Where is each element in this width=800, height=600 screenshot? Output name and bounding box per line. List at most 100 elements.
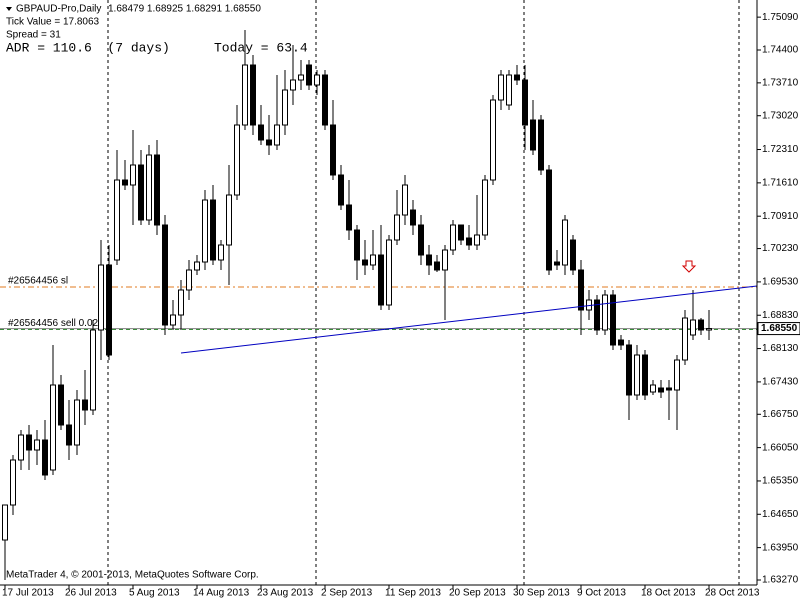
candle-body [394,214,400,241]
candle-body [618,339,624,346]
y-tick-label: 1.73710 [762,77,799,88]
tick-value: Tick Value = 17.8063 [6,17,100,28]
y-tick-label: 1.63270 [762,575,799,586]
candle-body [114,179,120,261]
candle-body [458,224,464,241]
candle-body [642,354,648,396]
candle-body [706,328,712,331]
y-tick-label: 1.71610 [762,177,799,188]
candle-body [338,174,344,206]
candle-body [194,261,200,271]
candle-body [506,74,512,106]
candle-body [306,64,312,86]
candle-body [146,154,152,221]
y-tick-label: 1.72310 [762,144,799,155]
quote: 1.68479 1.68925 1.68291 1.68550 [108,4,261,15]
candle-body [386,239,392,306]
candle-body [522,79,528,126]
y-tick-label: 1.68130 [762,343,799,354]
candle-body [546,169,552,271]
candle-body [474,234,480,246]
candle-body [482,179,488,236]
candle-body [210,199,216,261]
candle-body [26,434,32,451]
x-tick-label: 9 Oct 2013 [577,588,626,599]
candle-body [314,74,320,86]
candle-body [178,289,184,316]
candle-body [74,399,80,446]
candle-body [570,239,576,271]
bid-box [757,322,800,336]
x-tick-label: 20 Sep 2013 [449,588,506,599]
y-tick-label: 1.73020 [762,110,799,121]
candle-body [130,164,136,186]
candle-body [538,119,544,171]
candle-body [418,224,424,256]
candle-body [330,124,336,176]
candle-body [562,219,568,266]
candle-body [98,264,104,331]
y-tick-label: 1.64650 [762,509,799,520]
candle-body [18,434,24,461]
candle-body [138,164,144,221]
candle-body [578,269,584,311]
candle-body [226,194,232,246]
y-tick-label: 1.65350 [762,476,799,487]
y-tick-label: 1.68830 [762,310,799,321]
y-tick-label: 1.63950 [762,542,799,553]
symbol: GBPAUD-Pro,Daily [16,4,101,15]
candle-body [162,224,168,326]
candle-body [498,74,504,101]
candle-body [434,261,440,271]
candle-body [298,74,304,81]
candle-body [58,384,64,426]
candle-body [698,319,704,331]
y-tick-label: 1.70910 [762,211,799,222]
adr: ADR = 110.6 (7 days) [6,40,170,55]
candle-body [290,79,296,91]
candle-body [442,249,448,271]
candle-body [594,299,600,331]
candle-body [90,329,96,411]
candle-body [354,229,360,261]
candle-body [274,124,280,146]
footer: MetaTrader 4, © 2001-2013, MetaQuotes So… [6,570,259,581]
candle-body [514,74,520,81]
candle-body [410,209,416,226]
x-tick-label: 30 Sep 2013 [513,588,570,599]
candle-body [378,254,384,306]
x-tick-label: 26 Jul 2013 [65,588,117,599]
candle-body [106,264,112,356]
bid-label: 1.68550 [761,323,798,334]
candle-body [450,224,456,251]
candle-body [610,294,616,346]
candle-body [154,154,160,226]
x-tick-label: 17 Jul 2013 [2,588,54,599]
x-tick-label: 23 Aug 2013 [257,588,314,599]
candle-body [258,124,264,141]
y-tick-label: 1.67430 [762,377,799,388]
candle-body [122,179,128,186]
y-tick-label: 1.75090 [762,12,799,23]
candle-body [10,459,16,506]
candle-body [66,424,72,446]
y-tick-label: 1.66050 [762,442,799,453]
candle-body [426,254,432,266]
order-label: #26564456 sell 0.02 [8,318,99,329]
candle-body [554,261,560,266]
candle-body [234,124,240,196]
candle-body [626,344,632,396]
candle-body [682,317,688,361]
y-tick-label: 1.66750 [762,409,799,420]
y-tick-label: 1.69530 [762,277,799,288]
candle-body [466,237,472,246]
x-tick-label: 28 Oct 2013 [705,588,760,599]
candle-body [50,384,56,471]
candle-body [322,74,328,126]
spread: Spread = 31 [6,30,61,41]
menu-triangle [6,7,12,11]
x-tick-label: 14 Aug 2013 [193,588,250,599]
